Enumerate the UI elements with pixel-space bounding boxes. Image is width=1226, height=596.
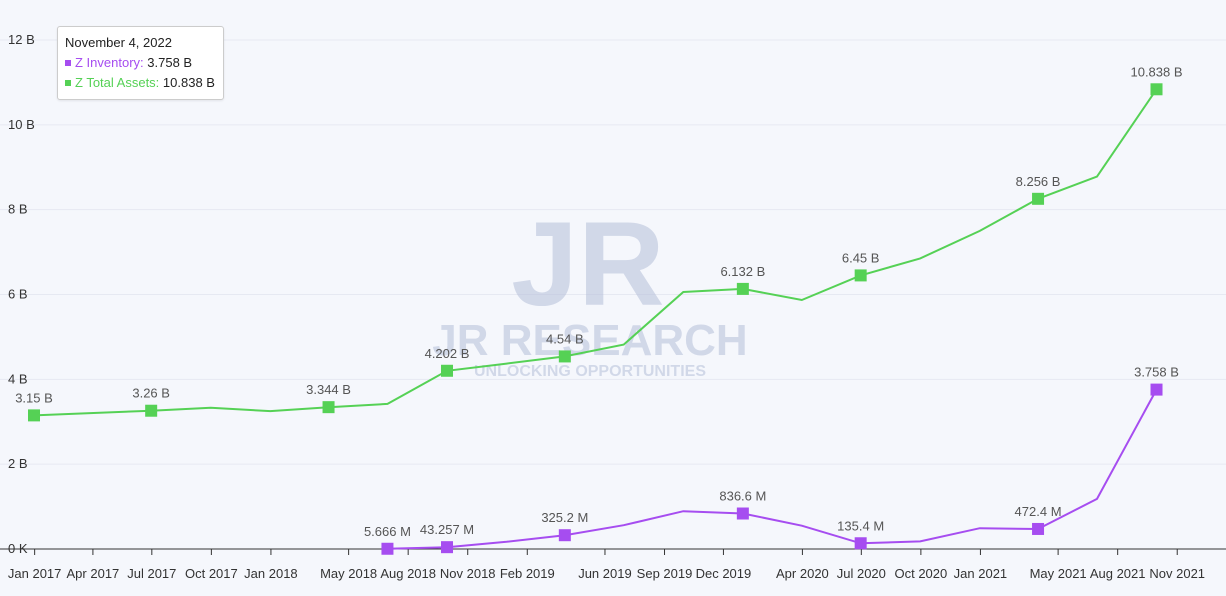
watermark-monogram: JR <box>511 197 664 331</box>
tooltip-label-inventory: Z Inventory: <box>75 55 144 70</box>
data-point <box>441 541 454 554</box>
data-label: 3.758 B <box>1134 365 1179 380</box>
tooltip-row-inventory: Z Inventory: 3.758 B <box>65 53 215 73</box>
series-line <box>387 389 1158 550</box>
x-tick-label: Oct 2017 <box>185 566 238 581</box>
data-point <box>28 409 40 422</box>
data-point <box>145 404 158 417</box>
x-tick-label: Feb 2019 <box>500 566 555 581</box>
x-tick-label: Sep 2019 <box>637 566 693 581</box>
x-tick-label: Jul 2020 <box>837 566 886 581</box>
tooltip-swatch-total-assets <box>65 80 71 86</box>
data-point <box>854 537 867 550</box>
tooltip-label-total-assets: Z Total Assets: <box>75 75 160 90</box>
x-tick-label: May 2021 <box>1030 566 1087 581</box>
tooltip: November 4, 2022 Z Inventory: 3.758 B Z … <box>57 26 224 100</box>
data-label: 3.15 B <box>15 390 53 405</box>
data-point <box>558 529 571 542</box>
data-label: 4.202 B <box>425 346 470 361</box>
series-line <box>33 88 1158 417</box>
data-label: 10.838 B <box>1130 64 1182 79</box>
x-tick-label: Jan 2021 <box>954 566 1008 581</box>
x-tick-label: Jan 2018 <box>244 566 298 581</box>
data-point <box>1150 383 1163 396</box>
data-point <box>1032 192 1045 205</box>
x-tick-label: Apr 2020 <box>776 566 829 581</box>
y-tick-label: 12 B <box>8 32 35 47</box>
tooltip-date: November 4, 2022 <box>65 35 172 50</box>
data-label: 43.257 M <box>420 522 474 537</box>
watermark: JR JR RESEARCH UNLOCKING OPPORTUNITIES <box>432 197 747 380</box>
x-tick-label: Dec 2019 <box>696 566 752 581</box>
data-label: 6.45 B <box>842 250 880 265</box>
x-tick-label: Nov 2018 <box>440 566 496 581</box>
data-label: 472.4 M <box>1015 504 1062 519</box>
x-tick-label: Jun 2019 <box>578 566 632 581</box>
data-label: 135.4 M <box>837 518 884 533</box>
tooltip-value-total-assets: 10.838 B <box>162 75 215 90</box>
data-point <box>1150 83 1163 96</box>
data-labels: 3.15 B 3.26 B 3.344 B 4.202 B 4.54 B 6.132 B 6… <box>15 64 1182 538</box>
x-tick-label: Oct 2020 <box>894 566 947 581</box>
x-tick-label: Jul 2017 <box>127 566 176 581</box>
x-tick-label: May 2018 <box>320 566 377 581</box>
data-point <box>381 542 394 555</box>
data-label: 3.344 B <box>306 382 351 397</box>
data-point <box>322 401 335 414</box>
watermark-tagline: UNLOCKING OPPORTUNITIES <box>474 363 706 380</box>
data-point <box>736 282 749 295</box>
watermark-name: JR RESEARCH <box>432 316 747 365</box>
tooltip-swatch-inventory <box>65 60 71 66</box>
data-point <box>558 350 571 363</box>
data-label: 836.6 M <box>719 489 766 504</box>
y-tick-label: 4 B <box>8 371 28 386</box>
y-tick-label: 10 B <box>8 117 35 132</box>
y-tick-label: 2 B <box>8 456 28 471</box>
data-point <box>1032 522 1045 535</box>
x-tick-label: Jan 2017 <box>8 566 62 581</box>
tooltip-value-inventory: 3.758 B <box>147 55 193 70</box>
data-point <box>854 269 867 282</box>
y-tick-label: 6 B <box>8 287 28 302</box>
data-label: 6.132 B <box>720 264 765 279</box>
data-point <box>736 507 749 520</box>
data-point <box>441 364 454 377</box>
data-label: 4.54 B <box>546 331 584 346</box>
series-group <box>28 83 1163 555</box>
y-tick-label: 8 B <box>8 202 28 217</box>
x-tick-label: Apr 2017 <box>67 566 120 581</box>
data-label: 8.256 B <box>1016 174 1061 189</box>
x-tick-label: Aug 2021 <box>1090 566 1146 581</box>
x-tick-label: Aug 2018 <box>380 566 436 581</box>
data-label: 5.666 M <box>364 524 411 539</box>
x-tick-label: Nov 2021 <box>1149 566 1205 581</box>
data-label: 3.26 B <box>132 386 170 401</box>
tooltip-row-total-assets: Z Total Assets: 10.838 B <box>65 73 215 93</box>
data-label: 325.2 M <box>541 510 588 525</box>
